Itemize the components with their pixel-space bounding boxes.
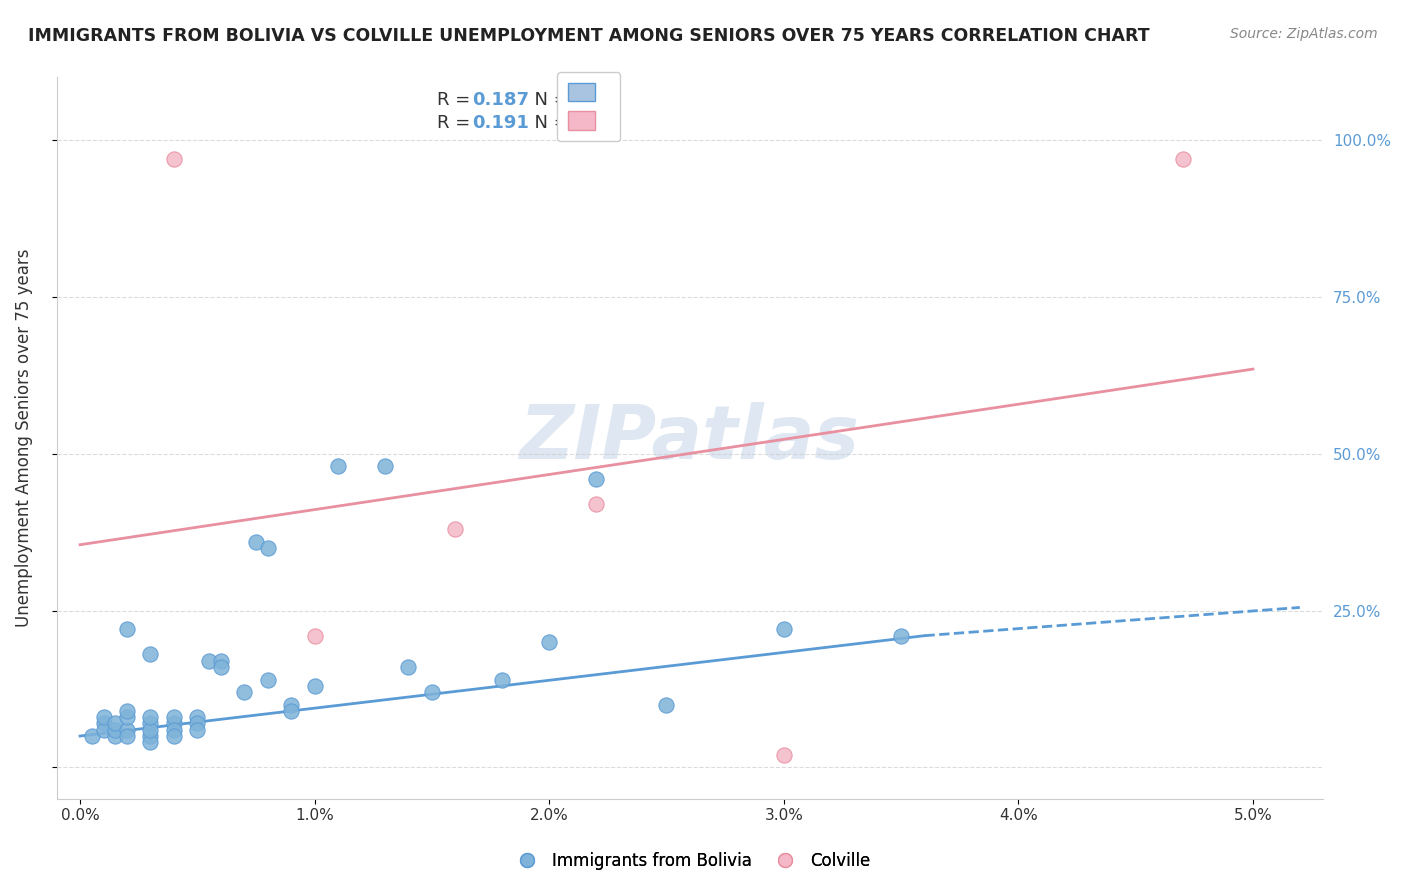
Point	[93, 723, 115, 737]
Text: N =: N =	[523, 114, 581, 132]
Point	[398, 660, 420, 674]
Point	[256, 541, 278, 555]
Text: 45: 45	[572, 91, 598, 109]
Point	[139, 723, 162, 737]
Point	[209, 654, 232, 668]
Point	[163, 729, 186, 743]
Point	[585, 497, 607, 511]
Text: IMMIGRANTS FROM BOLIVIA VS COLVILLE UNEMPLOYMENT AMONG SENIORS OVER 75 YEARS COR: IMMIGRANTS FROM BOLIVIA VS COLVILLE UNEM…	[28, 27, 1150, 45]
Point	[163, 723, 186, 737]
Point	[374, 459, 396, 474]
Point	[80, 729, 103, 743]
Point	[115, 704, 138, 718]
Point	[1171, 152, 1194, 166]
Point	[186, 723, 208, 737]
Point	[233, 685, 256, 699]
Point	[139, 648, 162, 662]
Y-axis label: Unemployment Among Seniors over 75 years: Unemployment Among Seniors over 75 years	[15, 249, 32, 627]
Point	[890, 629, 912, 643]
Point	[139, 710, 162, 724]
Point	[186, 710, 208, 724]
Point	[186, 716, 208, 731]
Text: R =: R =	[437, 91, 475, 109]
Point	[139, 729, 162, 743]
Point	[444, 522, 467, 536]
Point	[585, 472, 607, 486]
Point	[163, 152, 186, 166]
Point	[104, 716, 127, 731]
Point	[326, 459, 349, 474]
Text: 0.191: 0.191	[472, 114, 529, 132]
Text: N =: N =	[523, 91, 574, 109]
Point	[538, 635, 561, 649]
Point	[93, 710, 115, 724]
Point	[256, 673, 278, 687]
Point	[115, 729, 138, 743]
Point	[115, 710, 138, 724]
Text: 6: 6	[579, 114, 592, 132]
Text: Source: ZipAtlas.com: Source: ZipAtlas.com	[1230, 27, 1378, 41]
Point	[163, 716, 186, 731]
Legend: Immigrants from Bolivia, Colville: Immigrants from Bolivia, Colville	[503, 846, 877, 877]
Point	[93, 716, 115, 731]
Point	[772, 623, 794, 637]
Point	[104, 723, 127, 737]
Text: ZIPatlas: ZIPatlas	[520, 401, 860, 475]
Point	[245, 534, 267, 549]
Point	[280, 704, 302, 718]
Point	[420, 685, 443, 699]
Point	[115, 623, 138, 637]
Point	[139, 735, 162, 749]
Point	[104, 729, 127, 743]
Point	[655, 698, 678, 712]
Point	[209, 660, 232, 674]
Point	[280, 698, 302, 712]
Point	[115, 723, 138, 737]
Point	[772, 747, 794, 762]
Point	[304, 629, 326, 643]
Point	[304, 679, 326, 693]
Point	[163, 710, 186, 724]
Text: 0.187: 0.187	[472, 91, 529, 109]
Text: R =: R =	[437, 114, 475, 132]
Point	[491, 673, 513, 687]
Point	[139, 716, 162, 731]
Point	[198, 654, 221, 668]
